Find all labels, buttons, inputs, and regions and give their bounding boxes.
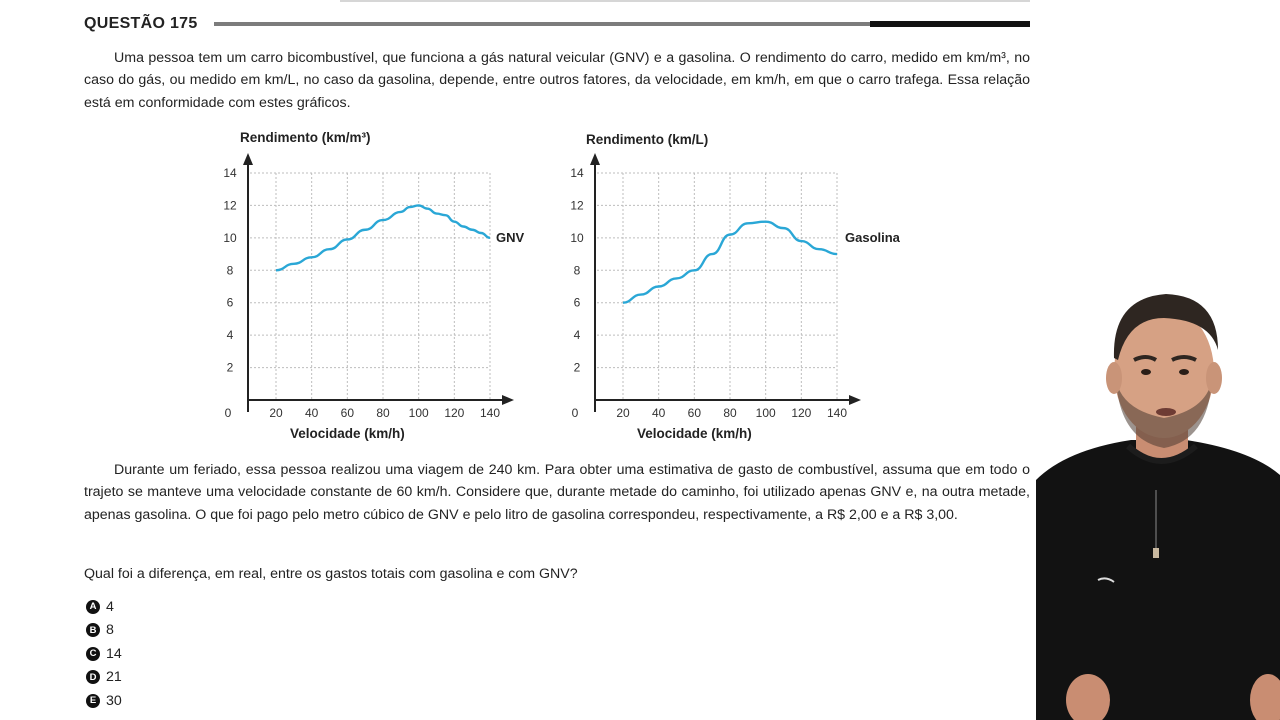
x-tick-label: 0 <box>572 406 579 420</box>
y-tick-label: 8 <box>227 263 234 277</box>
y-tick-label: 10 <box>570 231 584 245</box>
x-tick-label: 20 <box>269 406 283 420</box>
x-tick-label: 120 <box>444 406 464 420</box>
question-header: QUESTÃO 175 <box>84 12 1030 38</box>
x-tick-label: 40 <box>305 406 319 420</box>
presenter-figure <box>1036 280 1280 720</box>
y-tick-label: 4 <box>227 328 234 342</box>
option-a[interactable]: A 4 <box>86 595 286 619</box>
y-axis-arrow <box>590 153 600 165</box>
option-letter-badge: E <box>86 693 100 708</box>
x-tick-label: 80 <box>723 406 737 420</box>
top-divider <box>340 0 1030 2</box>
y-tick-label: 6 <box>574 296 581 310</box>
option-b[interactable]: B 8 <box>86 619 286 643</box>
header-rule <box>214 22 870 26</box>
x-tick-label: 100 <box>409 406 429 420</box>
x-tick-label: 100 <box>756 406 776 420</box>
question-number: QUESTÃO 175 <box>84 15 198 32</box>
option-value: 21 <box>106 669 122 686</box>
x-tick-label: 80 <box>376 406 390 420</box>
y-axis-title: Rendimento (km/m³) <box>240 130 371 145</box>
y-tick-label: 14 <box>223 166 237 180</box>
question-prompt: Qual foi a diferença, em real, entre os … <box>84 566 578 582</box>
option-value: 4 <box>106 598 114 615</box>
series-label: GNV <box>496 230 525 245</box>
x-axis-title: Velocidade (km/h) <box>637 426 752 441</box>
option-letter-badge: D <box>86 670 100 685</box>
y-axis-arrow <box>243 153 253 165</box>
question-trip-text: Durante um feriado, essa pessoa realizou… <box>84 462 1030 523</box>
x-axis-arrow <box>502 395 514 405</box>
option-value: 14 <box>106 645 122 662</box>
option-value: 30 <box>106 692 122 709</box>
x-axis-title: Velocidade (km/h) <box>290 426 405 441</box>
y-tick-label: 14 <box>570 166 584 180</box>
y-tick-label: 8 <box>574 263 581 277</box>
y-tick-label: 6 <box>227 296 234 310</box>
x-tick-label: 120 <box>791 406 811 420</box>
y-tick-label: 12 <box>570 198 584 212</box>
x-tick-label: 60 <box>341 406 355 420</box>
answer-options: A 4 B 8 C 14 D 21 E 30 <box>86 595 286 713</box>
y-tick-label: 2 <box>227 361 234 375</box>
option-e[interactable]: E 30 <box>86 689 286 713</box>
y-axis-title: Rendimento (km/L) <box>586 132 708 147</box>
series-line <box>275 204 491 272</box>
y-tick-label: 10 <box>223 231 237 245</box>
option-c[interactable]: C 14 <box>86 642 286 666</box>
y-tick-label: 12 <box>223 198 237 212</box>
series-label: Gasolina <box>845 230 901 245</box>
x-tick-label: 20 <box>616 406 630 420</box>
series-line <box>622 220 838 304</box>
charts-area: 2 4 6 8 10 12 14 0 20 40 60 80 100 120 140 Rendimento (… <box>200 124 920 450</box>
x-tick-label: 140 <box>480 406 500 420</box>
x-tick-label: 0 <box>225 406 232 420</box>
question-intro: Uma pessoa tem um carro bicombustível, q… <box>84 50 1030 111</box>
option-letter-badge: C <box>86 646 100 661</box>
option-letter-badge: B <box>86 623 100 638</box>
x-tick-label: 140 <box>827 406 847 420</box>
y-tick-label: 4 <box>574 328 581 342</box>
x-tick-label: 40 <box>652 406 666 420</box>
option-letter-badge: A <box>86 599 100 614</box>
y-tick-label: 2 <box>574 361 581 375</box>
header-rule-accent <box>870 21 1030 27</box>
x-axis-arrow <box>849 395 861 405</box>
x-tick-label: 60 <box>688 406 702 420</box>
presenter-video <box>1036 280 1280 720</box>
option-value: 8 <box>106 622 114 639</box>
option-d[interactable]: D 21 <box>86 666 286 690</box>
